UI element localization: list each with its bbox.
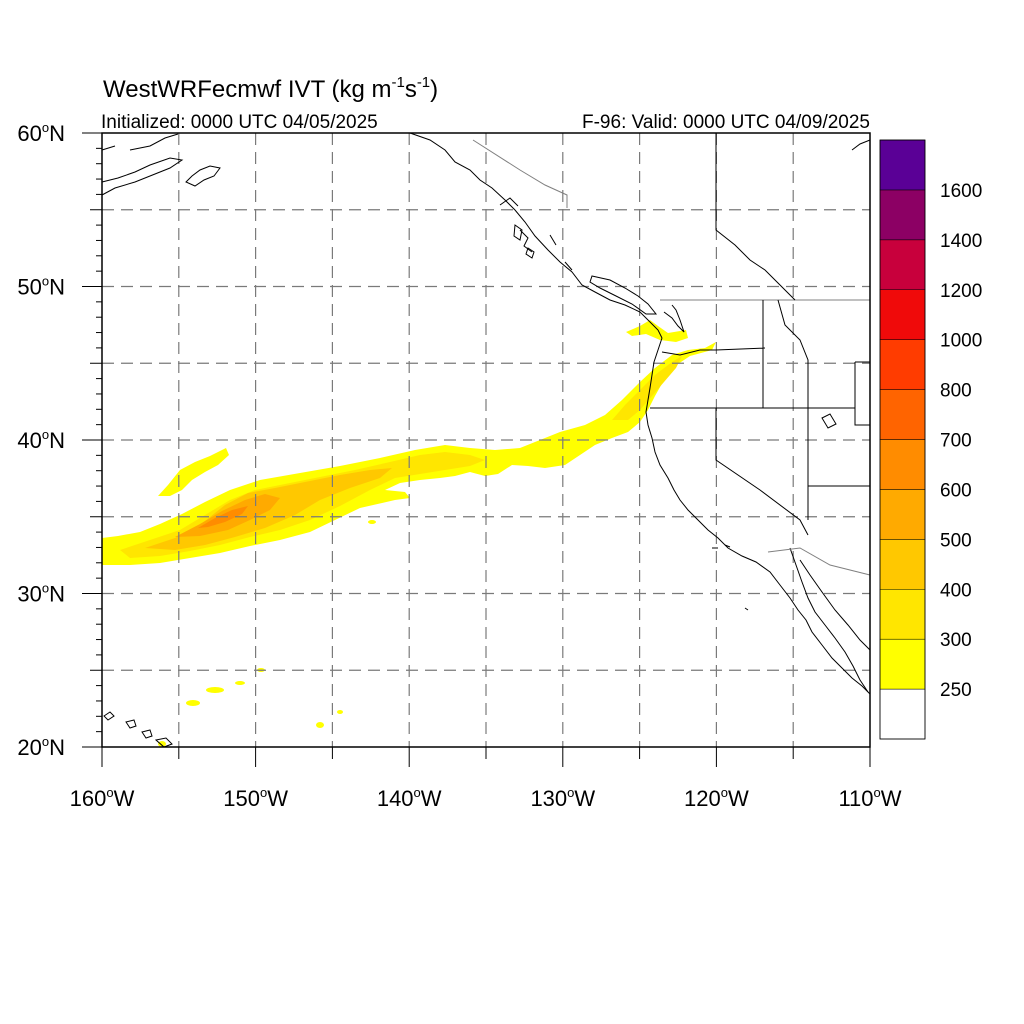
coastline-kodiak	[185, 165, 221, 187]
colorbar-swatch	[879, 688, 926, 740]
latitude-labels: 60oN 50oN 40oN 30oN 20oN	[17, 120, 65, 760]
longitude-labels: 160oW 150oW 140oW 130oW 120oW 110oW	[70, 785, 902, 811]
border-canada-alaska	[472, 139, 568, 208]
colorbar-label: 250	[940, 680, 972, 701]
colorbar-swatch	[879, 189, 926, 241]
colorbar-label: 400	[940, 580, 972, 601]
ivt-speck	[235, 681, 245, 685]
ivt-patch-pacific-north	[158, 448, 229, 496]
lat-label: 30oN	[17, 581, 65, 607]
init-time-label: Initialized: 0000 UTC 04/05/2025	[101, 112, 378, 133]
ivt-speck	[316, 722, 324, 728]
colorbar-label: 1600	[940, 181, 982, 202]
coastline-hawaii	[103, 711, 173, 748]
colorbar-label: 1400	[940, 231, 982, 252]
ivt-speck	[337, 710, 343, 714]
colorbar-label: 800	[940, 381, 972, 402]
axis-ticks	[82, 132, 871, 767]
border-us-mexico	[767, 547, 871, 576]
coastline-haida-gwaii	[513, 224, 535, 259]
ivt-speck	[158, 741, 166, 747]
colorbar-swatch	[879, 638, 926, 690]
lon-label: 120oW	[684, 785, 749, 811]
ivt-speck	[206, 687, 224, 693]
colorbar-label: 300	[940, 630, 972, 651]
colorbar-swatch	[879, 239, 926, 290]
lat-label: 40oN	[17, 427, 65, 453]
colorbar-swatch	[879, 439, 926, 490]
lat-label: 60oN	[17, 120, 65, 146]
coastline-ak-panhandle	[409, 132, 663, 339]
ivt-speck	[368, 520, 376, 524]
valid-time-label: F-96: Valid: 0000 UTC 04/09/2025	[582, 112, 870, 133]
graticule	[102, 133, 870, 747]
colorbar-swatch	[879, 489, 926, 540]
ivt-shading	[102, 320, 716, 747]
colorbar-swatch	[879, 339, 926, 390]
lon-label: 140oW	[377, 785, 442, 811]
lon-label: 130oW	[530, 785, 595, 811]
colorbar-label: 500	[940, 530, 972, 551]
colorbar-swatch	[879, 139, 926, 191]
colorbar-label: 1200	[940, 281, 982, 302]
lat-label: 20oN	[17, 734, 65, 760]
colorbar: 250 300 400 500 600 700 800 1000 1200 1400 1600	[879, 139, 982, 740]
coastline-alaska	[101, 133, 184, 196]
border-lakes	[821, 413, 837, 429]
coastline-sea-of-cortez	[799, 559, 871, 651]
colorbar-swatch	[879, 389, 926, 440]
colorbar-swatch	[879, 539, 926, 590]
colorbar-frame	[879, 139, 926, 740]
coastline-greenland-hint	[851, 139, 871, 151]
border-alberta-bc	[715, 133, 796, 301]
coastline-vancouver-island	[589, 275, 658, 315]
coastline-us-west	[645, 337, 871, 695]
ivt-band-300-coast	[612, 356, 682, 420]
coastline-channel-islands	[712, 544, 749, 611]
political-borders	[472, 133, 871, 576]
colorbar-label: 700	[940, 431, 972, 452]
lon-label: 110oW	[838, 785, 901, 811]
colorbar-label: 600	[940, 480, 972, 501]
coastline-puget-sound	[663, 304, 685, 333]
colorbar-swatch	[879, 589, 926, 640]
state-borders	[650, 299, 870, 536]
figure-title: WestWRFecmwf IVT (kg m-1s-1)	[103, 74, 438, 103]
colorbar-swatch	[879, 289, 926, 340]
lat-label: 50oN	[17, 274, 65, 300]
map-panel: 60oN 50oN 40oN 30oN 20oN 160oW 150oW 140oW 130o…	[17, 120, 901, 811]
ivt-patch-oregon	[626, 320, 688, 342]
lon-label: 160oW	[70, 785, 135, 811]
lon-label: 150oW	[223, 785, 288, 811]
ivt-specks	[158, 520, 376, 747]
colorbar-label: 1000	[940, 331, 982, 352]
coastlines	[101, 132, 871, 748]
ivt-speck	[186, 700, 200, 706]
coastline-baja	[789, 547, 869, 693]
